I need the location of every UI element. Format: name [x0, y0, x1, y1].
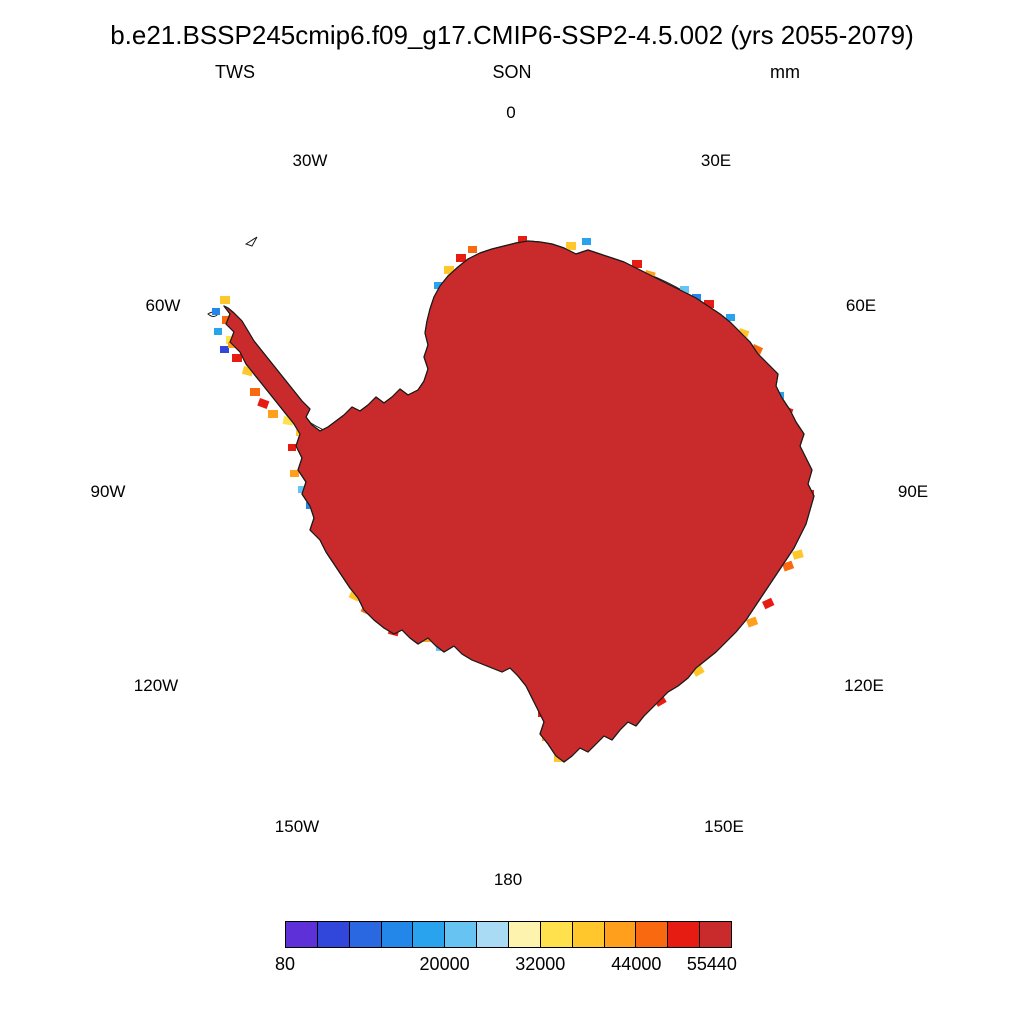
coastal-cell — [220, 346, 229, 353]
colorbar-tick-label: 20000 — [419, 954, 470, 974]
colorbar-cell — [667, 921, 701, 948]
coastal-cell — [434, 282, 443, 289]
colorbar-cell — [603, 921, 637, 948]
colorbar-cell — [285, 921, 318, 948]
small-island — [244, 236, 258, 247]
colorbar-cell — [571, 921, 605, 948]
coastal-cell — [468, 246, 477, 253]
coastal-cell — [680, 286, 689, 293]
colorbar-labels: 80 20000 32000 44000 55440 — [275, 954, 737, 978]
coastal-cell — [582, 238, 591, 245]
coastal-cell — [792, 549, 804, 560]
colorbar-tick-label: 55440 — [686, 954, 737, 974]
coastal-cell — [298, 486, 307, 493]
coastal-cell — [250, 388, 260, 396]
colorbar-cell — [380, 921, 414, 948]
colorbar-cell — [699, 921, 733, 948]
coastal-cell — [518, 236, 527, 242]
colorbar-cell — [444, 921, 478, 948]
plot-title: b.e21.BSSP245cmip6.f09_g17.CMIP6-SSP2-4.… — [110, 20, 914, 50]
coastal-cell — [704, 300, 714, 308]
coastal-cell — [212, 308, 220, 315]
coastal-cell — [268, 410, 278, 418]
coastal-cell — [456, 254, 466, 262]
coastal-cell — [782, 560, 795, 572]
variable-label: TWS — [215, 62, 255, 82]
colorbar-cell — [508, 921, 541, 948]
coastal-cell — [288, 444, 296, 451]
coastal-cell — [692, 294, 701, 301]
coastal-cell — [654, 695, 667, 707]
colorbar-cell — [635, 921, 669, 948]
coastal-cell — [762, 597, 775, 610]
colorbar-cell — [348, 921, 382, 948]
coastal-cell — [746, 616, 759, 628]
units-label: mm — [770, 62, 800, 82]
colorbar — [285, 921, 733, 948]
coastal-cell — [444, 266, 454, 274]
coastal-cell — [632, 260, 642, 268]
colorbar-tick-label: 44000 — [611, 954, 662, 974]
coastal-cell — [232, 354, 242, 362]
colorbar-cell — [539, 921, 573, 948]
coastal-cell — [257, 398, 270, 409]
coastal-cell — [228, 342, 236, 348]
coastline-overlay — [223, 240, 815, 763]
coastal-cell — [691, 665, 705, 677]
colorbar-cell — [316, 921, 350, 948]
colorbar-tick-label: 32000 — [515, 954, 566, 974]
coastal-cell — [290, 470, 299, 477]
coastal-cell — [726, 314, 735, 321]
coastal-cell — [214, 328, 222, 335]
coastal-cell — [566, 242, 576, 250]
coastal-cell — [220, 296, 230, 304]
colorbar-tick-label: 80 — [274, 954, 296, 974]
colorbar-cell — [476, 921, 510, 948]
colorbar-cell — [412, 921, 446, 948]
